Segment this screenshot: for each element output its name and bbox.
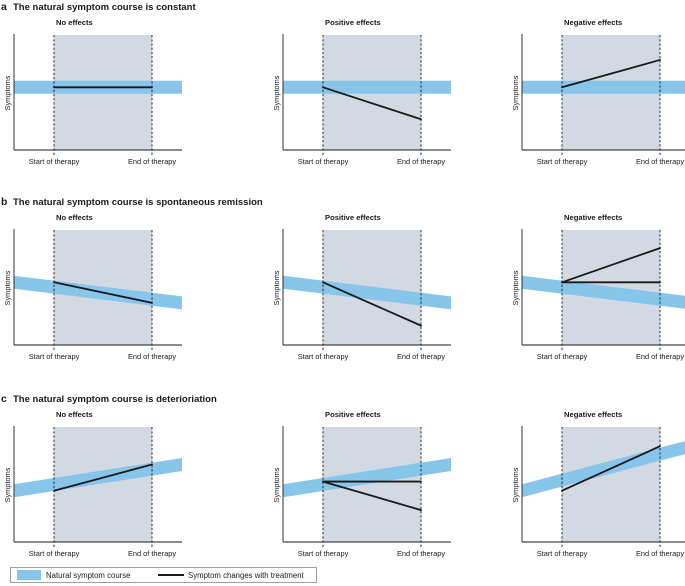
section-c: c The natural symptom course is deteriori… [1, 393, 685, 558]
end-of-therapy-label: End of therapy [128, 549, 176, 558]
panel-c-3: Negative effects Symptoms Start of therapy… [511, 410, 685, 558]
panel-title: No effects [56, 18, 93, 27]
y-axis-label: Symptoms [511, 467, 520, 502]
panel-b-2: Positive effects Symptoms Start of therapy… [272, 213, 451, 361]
start-of-therapy-label: Start of therapy [298, 157, 349, 166]
section-letter: a [1, 1, 7, 13]
panel-b-1: No effects Symptoms Start of therapy End of… [3, 213, 182, 361]
start-of-therapy-label: Start of therapy [537, 352, 588, 361]
panel-title: Positive effects [325, 18, 381, 27]
panels-layer: a The natural symptom course is constant N… [1, 1, 685, 558]
y-axis-label: Symptoms [272, 75, 281, 110]
natural-course-band [283, 457, 451, 498]
start-of-therapy-label: Start of therapy [29, 352, 80, 361]
panel-title: No effects [56, 213, 93, 222]
panel-b-3: Negative effects Symptoms Start of therapy… [511, 213, 685, 361]
section-title: The natural symptom course is spontaneou… [13, 197, 263, 208]
section-b: b The natural symptom course is spontaneo… [1, 196, 685, 361]
y-axis-label: Symptoms [272, 270, 281, 305]
y-axis-label: Symptoms [272, 467, 281, 502]
panel-c-2: Positive effects Symptoms Start of therapy… [272, 410, 451, 558]
treatment-line [561, 445, 661, 492]
end-of-therapy-label: End of therapy [397, 352, 445, 361]
start-of-therapy-label: Start of therapy [298, 549, 349, 558]
start-of-therapy-label: Start of therapy [537, 549, 588, 558]
legend-natural-label: Natural symptom course [46, 571, 131, 580]
panel-title: No effects [56, 410, 93, 419]
y-axis-label: Symptoms [511, 270, 520, 305]
start-of-therapy-label: Start of therapy [29, 157, 80, 166]
end-of-therapy-label: End of therapy [636, 157, 684, 166]
panel-a-1: No effects Symptoms Start of therapy End of… [3, 18, 182, 166]
start-of-therapy-label: Start of therapy [298, 352, 349, 361]
start-of-therapy-label: Start of therapy [537, 157, 588, 166]
start-of-therapy-label: Start of therapy [29, 549, 80, 558]
panel-c-1: No effects Symptoms Start of therapy End of… [3, 410, 182, 558]
section-title: The natural symptom course is deterioria… [13, 394, 217, 405]
section-letter: b [1, 196, 7, 208]
legend-treatment-label: Symptom changes with treatment [188, 571, 305, 580]
y-axis-label: Symptoms [3, 270, 12, 305]
panel-title: Positive effects [325, 410, 381, 419]
panel-title: Negative effects [564, 213, 622, 222]
end-of-therapy-label: End of therapy [397, 157, 445, 166]
end-of-therapy-label: End of therapy [636, 549, 684, 558]
treatment-line [53, 463, 153, 492]
treatment-line [322, 281, 422, 327]
treatment-line [561, 247, 661, 284]
panel-title: Negative effects [564, 18, 622, 27]
natural-course-band [283, 275, 451, 310]
panel-title: Negative effects [564, 410, 622, 419]
end-of-therapy-label: End of therapy [128, 157, 176, 166]
therapy-period [562, 427, 660, 542]
end-of-therapy-label: End of therapy [128, 352, 176, 361]
treatment-line [53, 281, 153, 304]
y-axis-label: Symptoms [3, 75, 12, 110]
treatment-line [322, 480, 422, 511]
natural-course-band [522, 275, 685, 309]
legend-natural-swatch [17, 570, 41, 580]
end-of-therapy-label: End of therapy [636, 352, 684, 361]
natural-course-band [522, 80, 685, 94]
natural-course-band [522, 441, 685, 498]
section-a: a The natural symptom course is constant N… [1, 1, 685, 166]
treatment-line [322, 86, 422, 121]
panel-a-2: Positive effects Symptoms Start of therapy… [272, 18, 451, 166]
y-axis-label: Symptoms [3, 467, 12, 502]
treatment-line [561, 59, 661, 89]
section-letter: c [1, 393, 7, 405]
end-of-therapy-label: End of therapy [397, 549, 445, 558]
natural-course-band [283, 80, 451, 94]
panel-a-3: Negative effects Symptoms Start of therapy… [511, 18, 685, 166]
legend: Natural symptom course Symptom changes w… [10, 567, 317, 583]
section-title: The natural symptom course is constant [13, 2, 196, 13]
legend-box [10, 567, 317, 583]
y-axis-label: Symptoms [511, 75, 520, 110]
panel-title: Positive effects [325, 213, 381, 222]
